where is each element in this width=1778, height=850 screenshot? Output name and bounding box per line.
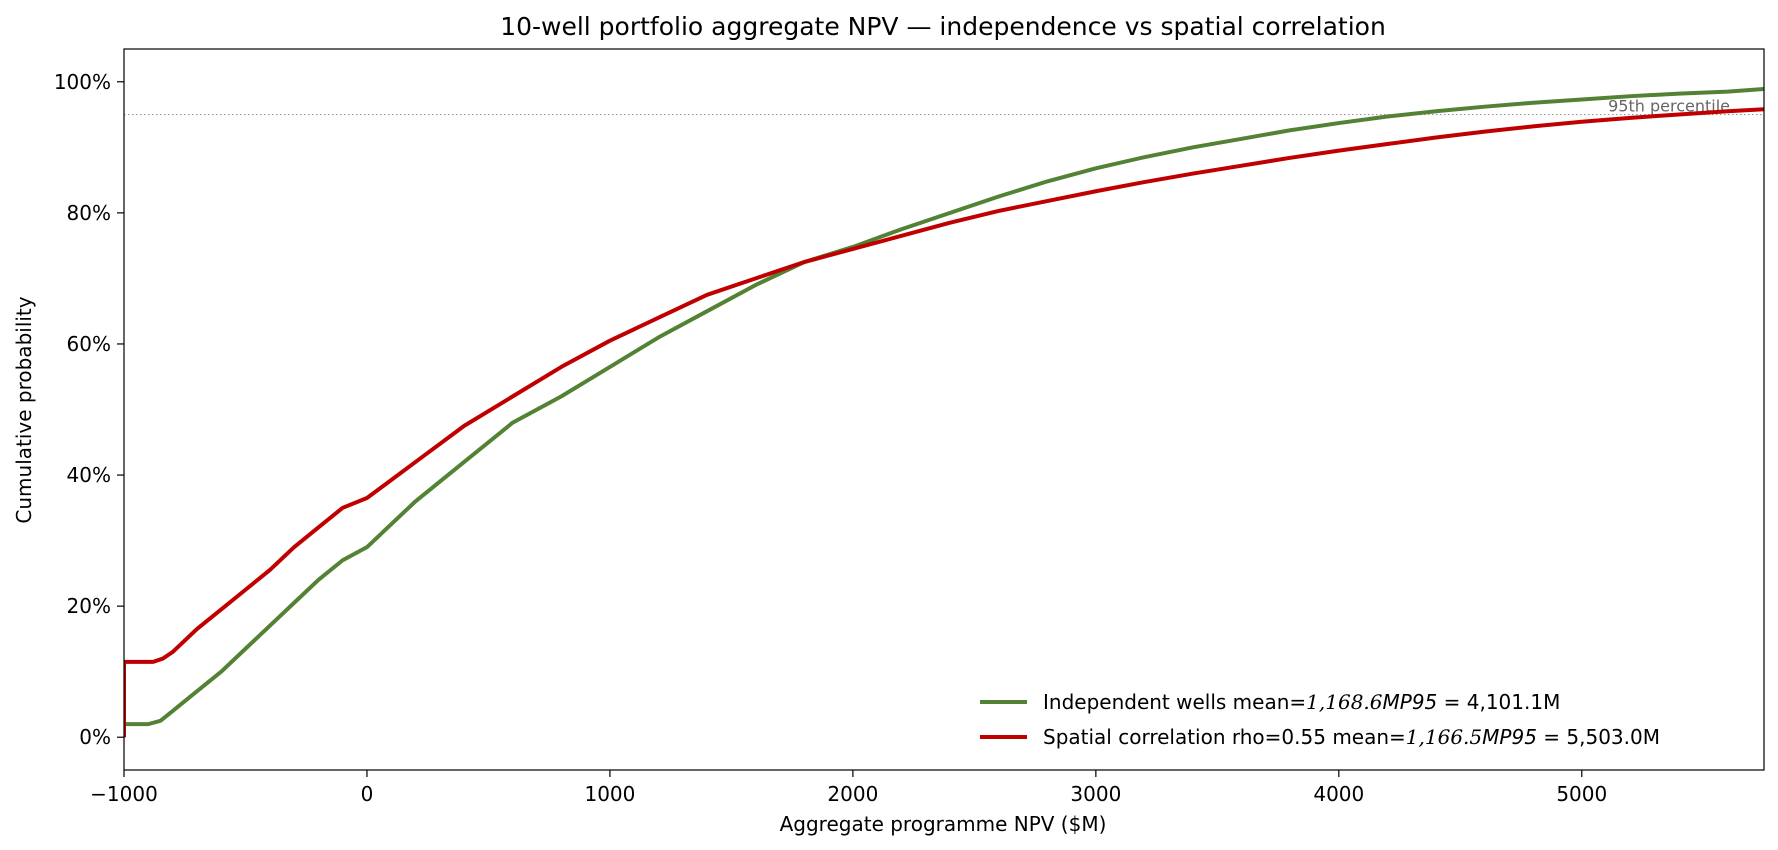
series-line-correlated (124, 107, 1764, 738)
x-axis-label: Aggregate programme NPV ($M) (780, 812, 1107, 836)
x-tick-label: 4000 (1313, 782, 1364, 806)
x-tick-label: 2000 (827, 782, 878, 806)
y-axis-ticks: 0% 20% 40% 60% 80% 100% (54, 70, 124, 749)
x-tick-label: 1000 (584, 782, 635, 806)
y-tick-label: 100% (54, 70, 111, 94)
y-tick-label: 80% (67, 201, 111, 225)
x-tick-label: −1000 (90, 782, 158, 806)
y-tick-label: 20% (67, 594, 111, 618)
legend-entry: Independent wells mean=1,168.6MP95 = 4,1… (1043, 690, 1560, 714)
y-tick-label: 60% (67, 332, 111, 356)
plot-frame (123, 48, 1765, 771)
x-tick-label: 5000 (1556, 782, 1607, 806)
x-tick-label: 3000 (1070, 782, 1121, 806)
y-axis-label: Cumulative probability (12, 296, 36, 523)
legend-entry: Spatial correlation rho=0.55 mean=1,166.… (1043, 725, 1660, 749)
y-tick-label: 0% (79, 725, 111, 749)
legend: Independent wells mean=1,168.6MP95 = 4,1… (980, 690, 1660, 749)
y-tick-label: 40% (67, 463, 111, 487)
plot-area (124, 49, 1764, 770)
x-axis-ticks: −1000 0 1000 2000 3000 4000 5000 (90, 770, 1607, 806)
chart-title: 10-well portfolio aggregate NPV — indepe… (500, 12, 1386, 41)
series-line-independent (124, 86, 1764, 738)
reference-line-layer: 95th percentile (124, 97, 1764, 116)
x-tick-label: 0 (361, 782, 374, 806)
p95-reference-label: 95th percentile (1608, 97, 1730, 116)
series-layer (124, 86, 1764, 738)
